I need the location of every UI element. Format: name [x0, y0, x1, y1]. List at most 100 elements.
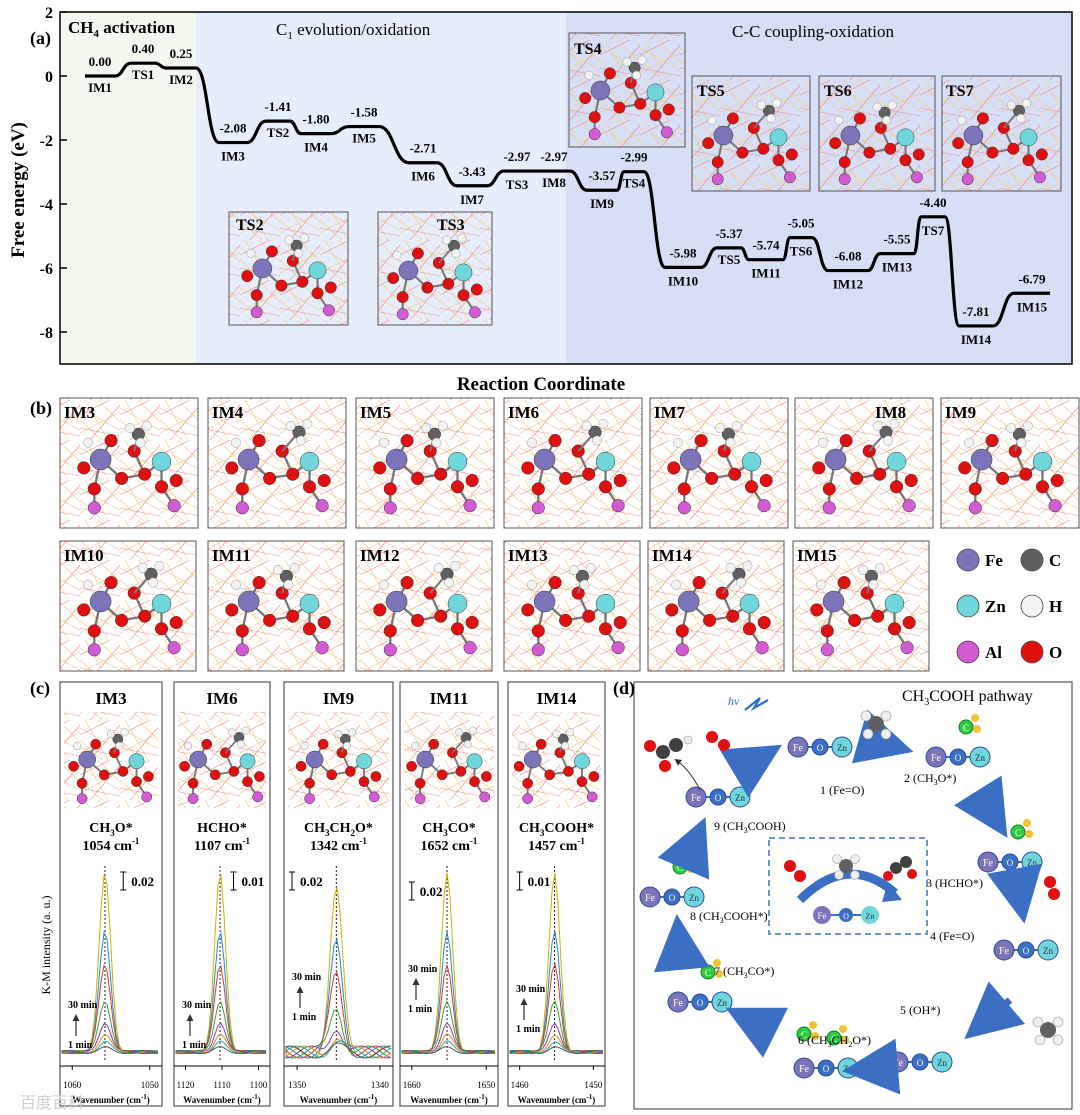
spectrum-structure-label: IM6: [206, 689, 237, 708]
h-swatch-icon: [1020, 594, 1044, 618]
fe-atom: [189, 750, 207, 769]
o-atom: [649, 109, 662, 122]
state-label-im4: IM4: [304, 140, 328, 155]
structure-row-2: IM10 IM11 IM12 IM13 IM14 IM15: [59, 540, 930, 672]
structure-im11: IM11: [207, 540, 345, 672]
site-step-5: Fe O Zn: [887, 1051, 953, 1073]
o-atom: [711, 156, 724, 169]
o-atom: [817, 1059, 835, 1077]
o-atom: [1007, 142, 1020, 155]
c-atom: [826, 1030, 842, 1046]
o-symbol: O: [955, 753, 962, 763]
x-tick-label: 1650: [477, 1080, 496, 1090]
h-atom: [527, 579, 537, 590]
fe-atom: [89, 448, 112, 471]
o2-atom: [1044, 876, 1056, 888]
energy-value-ts6: -5.05: [787, 216, 815, 231]
o-atom: [201, 738, 213, 750]
fe-atom: [533, 448, 556, 471]
h-atom: [1016, 113, 1026, 123]
o-atom: [548, 434, 562, 448]
summary-acetic-carbon: [900, 856, 912, 868]
o-atom: [434, 467, 448, 481]
o-symbol: O: [1007, 858, 1014, 868]
y-axis-label: Free energy (eV): [8, 122, 29, 258]
h-atom: [342, 741, 352, 750]
h-atom: [560, 741, 570, 750]
fe-atom: [925, 746, 947, 768]
h-atom: [518, 741, 527, 750]
o-atom: [296, 275, 309, 288]
spectrum-trace: [61, 1040, 159, 1054]
o-atom: [76, 777, 88, 789]
fe-atom: [813, 906, 831, 924]
h-atom: [410, 741, 420, 750]
legend-fe: Fe: [956, 548, 1003, 572]
o-atom: [104, 576, 118, 590]
h-atom: [673, 437, 683, 448]
o-atom: [772, 154, 785, 167]
cycle-arrow: [964, 981, 1026, 1040]
zn-atom: [595, 593, 616, 614]
fe-atom: [840, 125, 861, 146]
o-atom: [598, 622, 613, 636]
zn-atom: [861, 906, 879, 924]
al-atom: [611, 499, 625, 513]
h-atom: [106, 729, 116, 739]
o-symbol: O: [669, 893, 676, 903]
o-atom: [694, 434, 708, 448]
state-label-im7: IM7: [460, 192, 484, 207]
acetic-carbon: [669, 738, 683, 752]
zn-symbol: Zn: [1027, 858, 1037, 868]
h-atom: [637, 55, 647, 65]
structure-label: IM15: [797, 546, 837, 565]
hv-label: hv: [728, 694, 740, 708]
ch4-hydrogen: [860, 710, 872, 722]
summary-ch4-hydrogen: [850, 870, 860, 880]
zn-symbol: Zn: [1043, 946, 1053, 956]
summary-arrowhead: [882, 882, 902, 902]
h-atom: [83, 579, 93, 590]
h-atom: [450, 560, 461, 571]
o-atom: [812, 461, 826, 475]
state-label-ts5: TS5: [718, 252, 741, 267]
h-atom: [872, 102, 882, 112]
o-atom: [535, 738, 547, 750]
c-symbol: C: [677, 863, 683, 873]
al-atom: [479, 791, 491, 803]
zn-atom: [711, 991, 733, 1013]
region-ch4-activation: [60, 12, 196, 364]
h-atom: [736, 577, 747, 588]
o2-atom: [718, 739, 730, 751]
o-atom: [465, 615, 479, 630]
o-atom: [736, 146, 749, 159]
o-atom: [634, 97, 647, 110]
h-atom: [300, 741, 309, 750]
c-symbol: C: [963, 723, 969, 733]
al-atom: [322, 304, 335, 317]
summary-o2-atom: [784, 860, 796, 872]
h-atom: [809, 1021, 817, 1029]
h-atom: [881, 115, 892, 125]
h-atom: [72, 741, 82, 750]
h-atom: [468, 726, 477, 735]
o-atom: [559, 471, 573, 485]
h-atom: [816, 579, 826, 590]
x-tick-label: 1050: [141, 1080, 160, 1090]
spectrum-trace: [285, 1040, 392, 1059]
time-high-label: 30 min: [182, 1000, 212, 1011]
structure-label: IM13: [508, 546, 548, 565]
summary-arrow: [796, 869, 898, 904]
zn-atom: [308, 261, 327, 280]
o-atom: [104, 434, 118, 448]
legend-al: Al: [956, 640, 1002, 664]
h-atom: [115, 741, 124, 750]
al-atom: [315, 641, 329, 655]
al-atom: [910, 171, 923, 184]
time-low-label: 1 min: [408, 1004, 433, 1015]
region-title-cc: C-C coupling-oxidation: [732, 22, 894, 41]
o-atom: [242, 776, 253, 787]
x-axis-label: Reaction Coordinate: [457, 374, 625, 395]
h-atom: [1022, 420, 1033, 431]
panel-c: (c) K-M intensity (a. u.) IM3 CH3O*1054 c…: [30, 678, 606, 1107]
